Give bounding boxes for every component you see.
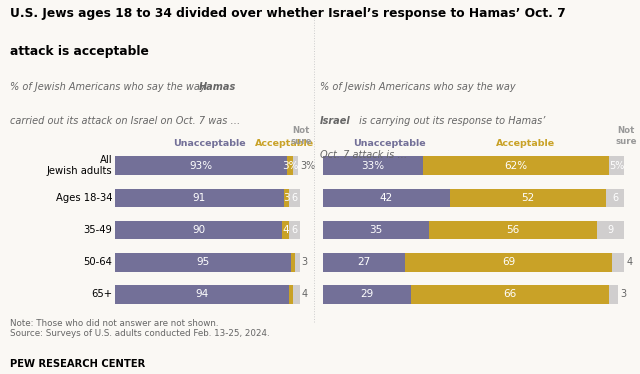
- Text: 35: 35: [369, 225, 383, 235]
- Text: Unacceptable: Unacceptable: [173, 139, 246, 148]
- Bar: [115, 285, 289, 304]
- Bar: [293, 285, 300, 304]
- Bar: [609, 285, 618, 304]
- Text: 6: 6: [292, 193, 298, 203]
- Text: 95: 95: [196, 257, 210, 267]
- Text: Unacceptable: Unacceptable: [353, 139, 426, 148]
- Bar: [422, 156, 609, 175]
- Text: Not
sure: Not sure: [291, 126, 312, 146]
- Text: 94: 94: [196, 289, 209, 299]
- Bar: [293, 156, 298, 175]
- Text: carried out its attack on Israel on Oct. 7 was …: carried out its attack on Israel on Oct.…: [10, 116, 240, 126]
- Bar: [597, 221, 625, 239]
- Bar: [115, 156, 287, 175]
- Text: % of Jewish Americans who say the way: % of Jewish Americans who say the way: [10, 82, 209, 92]
- Text: 91: 91: [193, 193, 206, 203]
- Text: Acceptable: Acceptable: [255, 139, 314, 148]
- Text: 5%: 5%: [609, 161, 625, 171]
- Text: 3%: 3%: [300, 161, 315, 171]
- Text: Oct. 7 attack is …: Oct. 7 attack is …: [320, 150, 407, 160]
- Text: Ages 18-34: Ages 18-34: [56, 193, 113, 203]
- Text: 3: 3: [621, 289, 627, 299]
- Bar: [323, 221, 429, 239]
- Bar: [282, 221, 289, 239]
- Text: Acceptable: Acceptable: [497, 139, 556, 148]
- Text: 69: 69: [502, 257, 515, 267]
- Text: Not
sure: Not sure: [615, 126, 637, 146]
- Text: 4: 4: [302, 289, 308, 299]
- Text: 4: 4: [282, 225, 289, 235]
- Text: Hamas: Hamas: [198, 82, 236, 92]
- Text: 3%: 3%: [282, 161, 298, 171]
- Text: 33%: 33%: [362, 161, 385, 171]
- Text: 62%: 62%: [504, 161, 527, 171]
- Text: 66: 66: [503, 289, 516, 299]
- Text: U.S. Jews ages 18 to 34 divided over whether Israel’s response to Hamas’ Oct. 7: U.S. Jews ages 18 to 34 divided over whe…: [10, 7, 565, 21]
- Bar: [115, 188, 284, 207]
- Text: 65+: 65+: [92, 289, 113, 299]
- Bar: [115, 253, 291, 272]
- Text: 27: 27: [357, 257, 371, 267]
- Bar: [287, 156, 293, 175]
- Text: 29: 29: [360, 289, 374, 299]
- Text: PEW RESEARCH CENTER: PEW RESEARCH CENTER: [10, 359, 145, 369]
- Bar: [450, 188, 606, 207]
- Text: 90: 90: [192, 225, 205, 235]
- Text: All
Jewish adults: All Jewish adults: [47, 155, 113, 177]
- Text: 4: 4: [627, 257, 633, 267]
- Text: 3: 3: [302, 257, 308, 267]
- Bar: [609, 156, 625, 175]
- Text: is carrying out its response to Hamas’: is carrying out its response to Hamas’: [356, 116, 546, 126]
- Bar: [289, 285, 293, 304]
- Bar: [612, 253, 625, 272]
- Text: 6: 6: [612, 193, 618, 203]
- Bar: [115, 221, 282, 239]
- Text: 56: 56: [506, 225, 520, 235]
- Bar: [323, 285, 410, 304]
- Bar: [323, 188, 450, 207]
- Text: 50-64: 50-64: [84, 257, 113, 267]
- Text: 35-49: 35-49: [84, 225, 113, 235]
- Text: Israel: Israel: [320, 116, 351, 126]
- Bar: [323, 156, 422, 175]
- Bar: [291, 253, 295, 272]
- Bar: [429, 221, 597, 239]
- Text: 42: 42: [380, 193, 393, 203]
- Text: % of Jewish Americans who say the way: % of Jewish Americans who say the way: [320, 82, 516, 92]
- Text: 3: 3: [283, 193, 290, 203]
- Bar: [284, 188, 289, 207]
- Text: 6: 6: [292, 225, 298, 235]
- Bar: [404, 253, 612, 272]
- Bar: [323, 253, 404, 272]
- Bar: [289, 221, 300, 239]
- Text: 93%: 93%: [189, 161, 213, 171]
- Text: attack is acceptable: attack is acceptable: [10, 45, 148, 58]
- Bar: [606, 188, 625, 207]
- Text: 52: 52: [522, 193, 534, 203]
- Bar: [295, 253, 300, 272]
- Text: 9: 9: [608, 225, 614, 235]
- Bar: [410, 285, 609, 304]
- Bar: [289, 188, 300, 207]
- Text: Note: Those who did not answer are not shown.
Source: Surveys of U.S. adults con: Note: Those who did not answer are not s…: [10, 319, 269, 338]
